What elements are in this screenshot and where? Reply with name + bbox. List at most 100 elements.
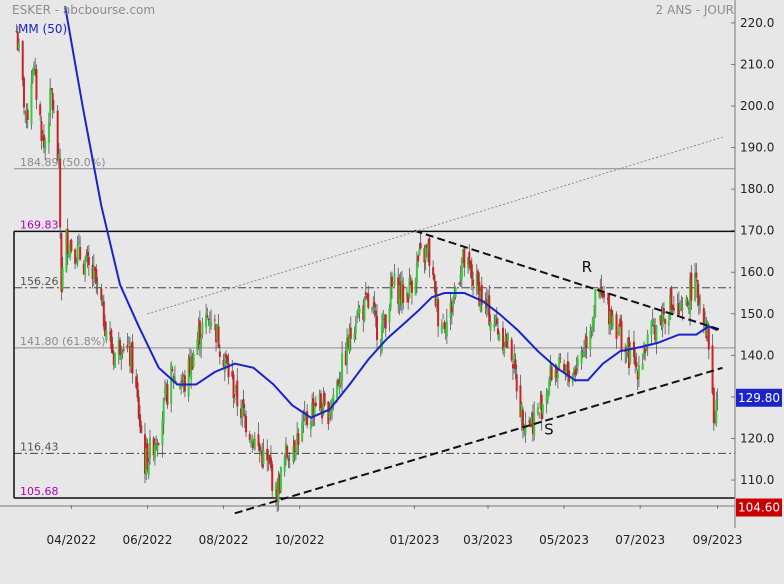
candle-body: [30, 82, 33, 125]
candle-body: [375, 315, 378, 340]
candle-body: [198, 320, 201, 345]
candle-body: [100, 288, 103, 301]
candle-body: [181, 379, 184, 383]
candle-body: [192, 354, 195, 368]
candle-body: [493, 324, 496, 328]
candle-body: [102, 301, 105, 327]
candle-body: [452, 300, 455, 307]
candle-body: [233, 397, 236, 400]
candle-body: [384, 314, 387, 329]
candle-body: [94, 267, 97, 271]
candle-body: [676, 304, 679, 306]
candle-body: [178, 386, 181, 389]
candle-body: [528, 420, 531, 422]
candle-body: [284, 443, 287, 457]
y-tick-label: 140.0: [740, 348, 774, 362]
candle-body: [702, 308, 705, 325]
candle-body: [540, 394, 543, 420]
candle-body: [39, 104, 42, 116]
candle-body: [105, 330, 108, 340]
candle-body: [215, 324, 218, 343]
candle-body: [348, 327, 351, 352]
candle-body: [213, 319, 216, 321]
candle-body: [611, 315, 614, 327]
candle-body: [120, 354, 123, 360]
candle-body: [617, 324, 620, 336]
candle-body: [608, 293, 611, 325]
candle-body: [163, 388, 166, 394]
candle-body: [443, 322, 446, 329]
candle-body: [637, 365, 640, 378]
candle-body: [478, 281, 481, 307]
candle-body: [347, 337, 350, 349]
candle-body: [566, 361, 569, 377]
candle-body: [601, 293, 604, 298]
candle-body: [539, 400, 542, 409]
candle-body: [584, 338, 587, 346]
candle-body: [67, 252, 70, 255]
candle-body: [362, 305, 365, 320]
candle-body: [460, 259, 463, 279]
candle-body: [77, 241, 80, 243]
candle-body: [104, 320, 107, 337]
candle-body: [603, 293, 606, 298]
candle-body: [56, 110, 59, 160]
candle-body: [372, 306, 375, 308]
candle-body: [306, 411, 309, 425]
candle-body: [541, 404, 544, 414]
candle-body: [529, 421, 532, 427]
candle-body: [241, 403, 244, 418]
candle-body: [235, 384, 238, 392]
candle-body: [594, 289, 597, 316]
candle-body: [672, 307, 675, 311]
y-tick-label: 180.0: [740, 182, 774, 196]
candle-body: [563, 363, 566, 372]
candle-body: [576, 358, 579, 367]
candle-body: [206, 315, 209, 318]
candle-body: [620, 320, 623, 351]
level-label: 184.89 (50.0%): [20, 156, 106, 169]
candle-body: [706, 321, 709, 337]
candle-body: [400, 280, 403, 305]
y-tick-label: 190.0: [740, 141, 774, 155]
candle-body: [187, 360, 190, 397]
candle-body: [405, 292, 408, 299]
x-tick-label: 04/2022: [46, 533, 96, 547]
candle-body: [510, 339, 513, 361]
candle-body: [593, 316, 596, 324]
x-tick-label: 10/2022: [275, 533, 325, 547]
candle-body: [530, 416, 533, 424]
candle-body: [654, 326, 657, 341]
candle-body: [136, 381, 139, 398]
candle-body: [707, 326, 710, 350]
candle-body: [323, 392, 326, 406]
candle-body: [661, 312, 664, 328]
y-tick-label: 200.0: [740, 99, 774, 113]
candle-body: [573, 368, 576, 373]
candle-body: [546, 390, 549, 400]
candle-body: [152, 437, 155, 456]
candle-body: [114, 352, 117, 368]
candle-body: [294, 452, 297, 454]
candle-body: [477, 271, 480, 286]
candle-body: [301, 422, 304, 442]
candle-body: [641, 363, 644, 370]
candle-body: [69, 243, 72, 258]
candle-body: [382, 312, 385, 332]
candle-body: [590, 327, 593, 331]
candle-body: [363, 296, 366, 321]
candle-body: [130, 347, 133, 369]
candle-body: [117, 338, 120, 354]
candle-body: [711, 345, 714, 394]
candle-body: [318, 394, 321, 401]
candle-body: [472, 279, 475, 286]
candle-body: [225, 354, 228, 359]
candle-body: [695, 272, 698, 278]
candle-body: [444, 332, 447, 334]
candle-body: [585, 336, 588, 348]
candle-body: [634, 356, 637, 366]
candle-body: [696, 280, 699, 298]
candle-body: [274, 484, 277, 496]
candle-body: [338, 383, 341, 390]
candle-body: [453, 292, 456, 298]
